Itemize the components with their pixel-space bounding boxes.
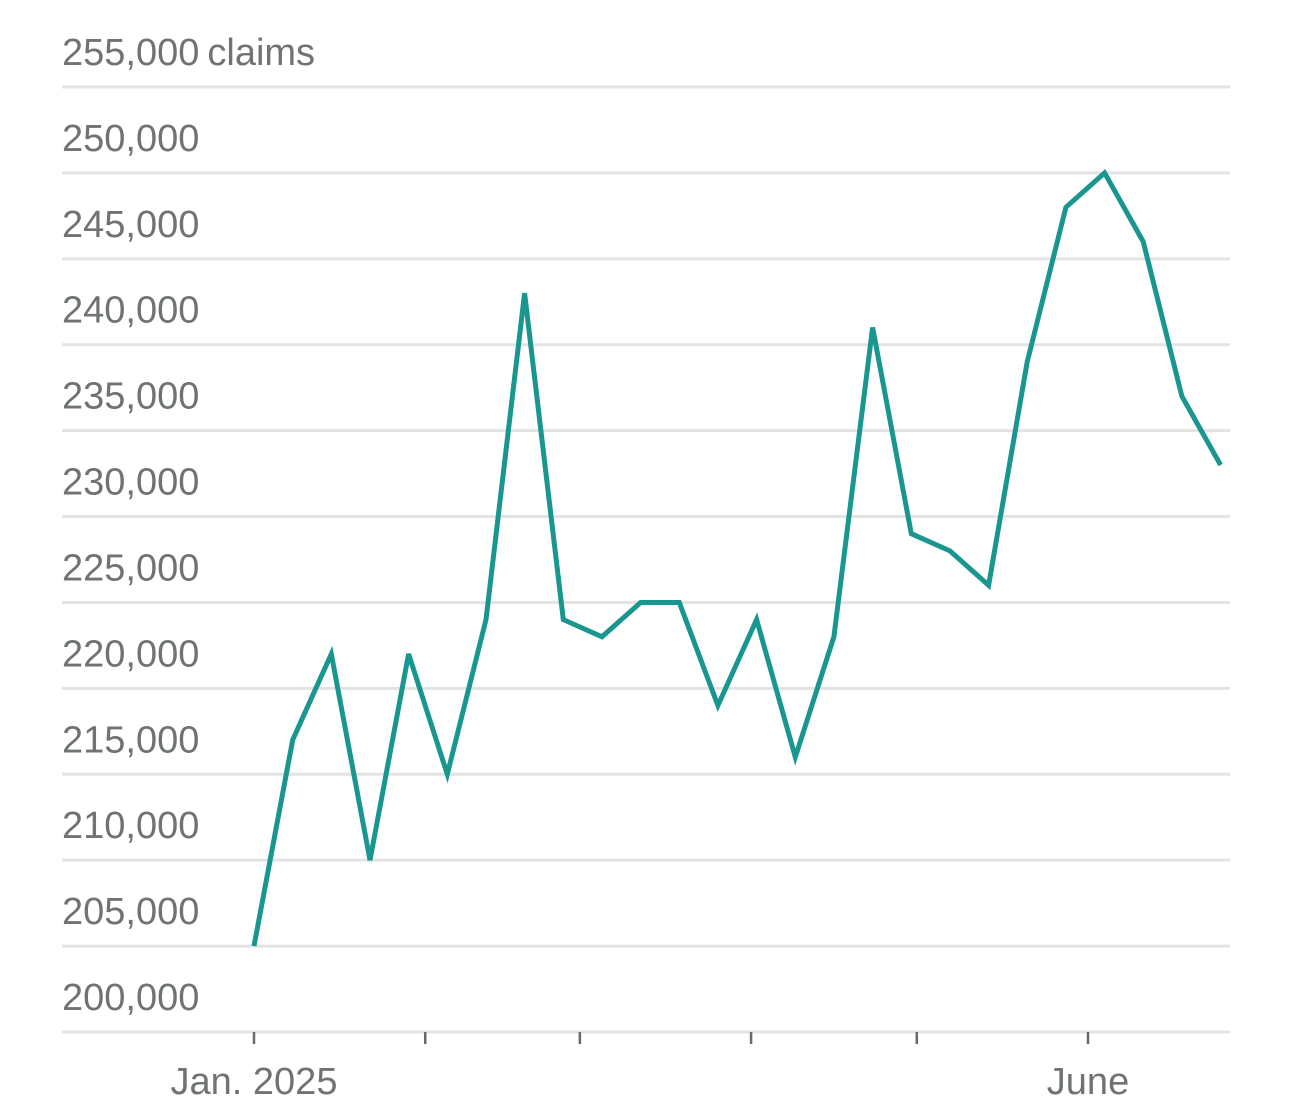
y-tick-label: 230,000 (62, 462, 199, 504)
y-tick-label: 250,000 (62, 118, 199, 160)
y-unit-label: claims (207, 32, 315, 74)
y-tick-label: 215,000 (62, 719, 199, 761)
y-tick-label: 225,000 (62, 547, 199, 589)
series-line (251, 168, 1223, 947)
y-tick-label: 210,000 (62, 805, 199, 847)
series-layer (251, 168, 1223, 947)
y-tick-label: 205,000 (62, 891, 199, 933)
y-tick-label: 245,000 (62, 204, 199, 246)
y-tick-label: 220,000 (62, 633, 199, 675)
y-tick-label: 235,000 (62, 376, 199, 418)
y-tick-label: 240,000 (62, 290, 199, 332)
grid-layer (62, 85, 1230, 1034)
x-axis: Jan. 2025 June (171, 1032, 1129, 1103)
y-tick-label: 200,000 (62, 977, 199, 1019)
x-tick-label: Jan. 2025 (171, 1061, 338, 1103)
y-axis-labels: 200,000 205,000 210,000 215,000 220,000 225,0… (62, 32, 315, 1019)
y-tick-label: 255,000 claims (62, 32, 315, 74)
x-tick-label: June (1047, 1061, 1129, 1103)
